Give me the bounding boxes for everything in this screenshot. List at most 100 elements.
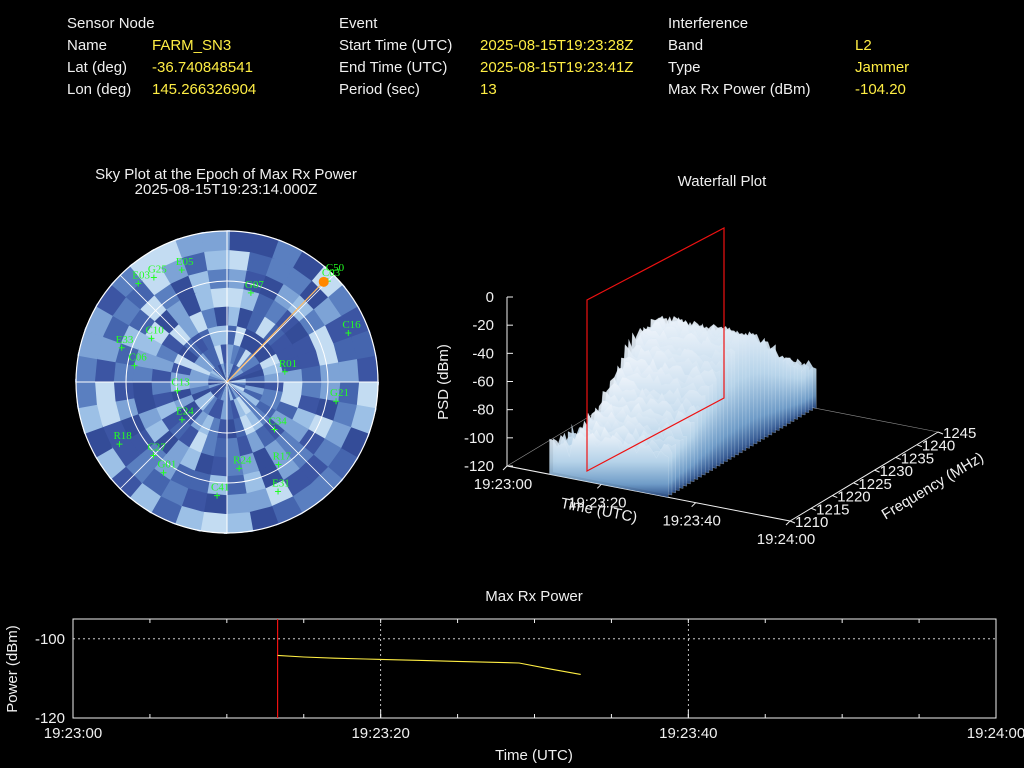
sky-tile [193,356,213,373]
sky-tile [150,380,172,396]
sky-tile [230,343,241,365]
satellite-label: E05 [176,256,194,268]
sky-tile [338,358,361,385]
time-tick-mark [596,483,602,489]
sky-tile [207,345,221,366]
sky-tile [351,330,378,362]
sky-tile [151,390,174,409]
sky-tile [213,399,224,421]
sky-tile [187,269,213,294]
type-value: Jammer [855,59,910,76]
satellite-marker [118,344,125,351]
sky-tile [227,267,250,290]
sky-tile [169,370,190,382]
satellite-marker [275,488,282,495]
sky-diag-sw [119,381,228,490]
waterfall-title: Waterfall Plot [677,173,767,190]
sky-tile [151,238,185,268]
sky-tile [252,292,277,318]
satellite-label: C03 [322,267,341,279]
sky-tile [269,496,303,526]
sky-tile [259,353,282,370]
sky-tile [209,382,227,395]
satellite-marker [214,492,221,499]
sky-tile [338,382,361,408]
frequency-tick-mark [937,431,944,435]
satellite-g25: G25 [148,264,167,281]
psd-surface [549,315,817,498]
sky-tile [290,483,325,516]
sky-tile [291,407,317,432]
satellite-label: C10 [145,324,164,336]
frequency-tick-mark [874,469,880,473]
frequency-tick-mark [895,456,901,460]
sky-tile [224,493,251,516]
frequency-tick-mark [810,507,817,511]
sky-tile [203,248,230,271]
sky-tile [177,344,199,364]
sky-tile [76,402,103,434]
period-value: 13 [480,81,497,98]
satellite-label: R24 [233,454,252,466]
sky-tile [206,417,221,439]
sky-tile [207,325,222,347]
frequency-tick-label: 1240 [922,438,955,455]
sky-tile [216,382,227,401]
sky-tile [131,363,153,382]
satellite-label: E33 [116,334,134,346]
sky-tile [169,380,190,392]
sky-tile [112,359,135,382]
interference-source-marker [318,276,329,287]
psd-ticks: 0 -20 -40 -60 -80 -100 -120 [464,289,513,475]
satellite-c13: C13 [171,377,190,394]
sky-tile [93,445,126,480]
satellite-marker [275,461,282,468]
max-rx-frame [72,618,997,719]
max-rx-xtick-label: 19:24:00 [967,725,1024,742]
sky-tile [172,394,195,411]
sky-diag-nw [119,274,228,383]
satellite-g21: G21 [330,387,349,405]
sky-tile [227,382,237,401]
psd-tick-label: -60 [472,374,494,391]
sky-tile [223,362,228,382]
sky-tile [233,345,247,366]
satellite-label: R18 [113,430,132,442]
sky-tile [225,419,237,440]
sky-tile [227,364,241,382]
sky-tile [202,348,218,368]
sky-tile [204,474,227,497]
max-rx-ticks: 19:23:00 19:23:20 19:23:40 19:24:00 -100 -120 [35,619,1024,742]
epoch-marker-plane [586,227,725,472]
psd-tick-label: -40 [472,345,494,362]
satellite-label: E31 [272,477,290,489]
frequency-tick-label: 1225 [858,476,891,493]
type-label: Type [668,59,701,76]
interference-source-label: C50 [326,262,345,274]
time-tick-label: 19:24:00 [757,531,815,548]
sky-tile [208,371,227,382]
sky-tile [239,327,257,350]
sky-tile [101,418,129,449]
sky-tile [213,382,227,400]
sky-tile [357,355,379,385]
sky-tile [247,506,279,533]
sky-tile [194,287,216,312]
satellite-r18: R18 [113,430,132,448]
sky-tile [207,398,221,419]
sky-tile [275,401,299,422]
sky-tile [279,391,303,410]
sky-tile [207,381,227,386]
sky-tile [188,381,209,389]
satellite-label: G01 [157,459,176,471]
sky-tile [224,474,247,497]
waterfall-plot: 0 -20 -40 -60 -80 -100 -120 PSD (dBm) 19:23:00… [435,227,987,548]
sky-tile [227,372,246,382]
sky-tile [227,378,247,383]
satellite-marker [135,280,142,287]
sky-tile [245,375,266,383]
max-rx-ylabel: Power (dBm) [4,625,21,713]
